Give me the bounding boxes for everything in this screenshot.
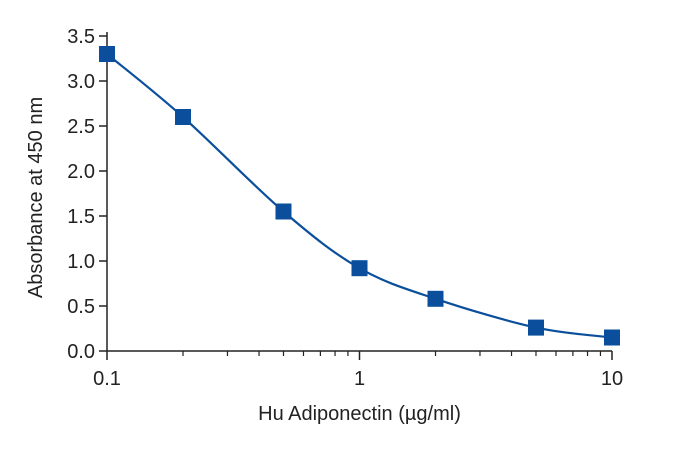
x-tick-label: 10	[601, 368, 623, 390]
data-point	[175, 109, 192, 125]
y-axis-title: Absorbance at 450 nm	[25, 97, 47, 298]
data-point	[351, 260, 368, 277]
y-tick-label: 2.5	[67, 116, 95, 138]
y-tick-label: 1.0	[67, 251, 95, 273]
data-points	[99, 46, 620, 346]
data-point	[604, 329, 620, 346]
y-tick-label: 3.5	[67, 26, 95, 48]
x-tick-label: 0.1	[93, 368, 121, 390]
x-ticks: 0.1 1 10	[93, 351, 623, 390]
series-curve	[106, 53, 613, 339]
y-tick-label: 1.5	[67, 206, 95, 228]
y-tick-label: 2.0	[67, 161, 95, 183]
y-tick-label: 0.5	[67, 296, 95, 318]
data-point	[275, 203, 292, 220]
x-axis-title: Hu Adiponectin (µg/ml)	[258, 403, 461, 425]
data-point	[527, 319, 544, 336]
x-tick-label: 1	[354, 368, 365, 390]
y-tick-label: 3.0	[67, 71, 95, 93]
y-ticks: 0.0 0.5 1.0 1.5 2.0 2.5 3.0 3.5	[67, 26, 107, 363]
data-point	[99, 46, 115, 62]
data-point	[427, 290, 444, 307]
axes	[106, 32, 612, 352]
y-tick-label: 0.0	[67, 341, 95, 363]
